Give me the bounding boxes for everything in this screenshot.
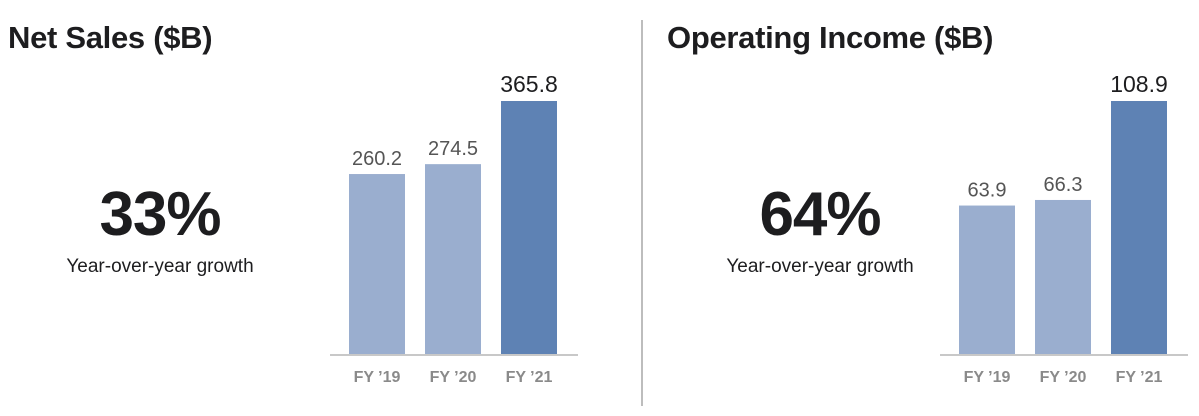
net-sales-value-label-3: 365.8	[500, 71, 558, 97]
operating-income-growth-percent: 64%	[759, 180, 881, 249]
net-sales-title: Net Sales ($B)	[8, 20, 213, 55]
net-sales-value-label-2: 274.5	[428, 138, 478, 160]
net-sales-bar-2	[425, 164, 481, 354]
operating-income-tick-label-2: FY ’20	[1040, 369, 1087, 386]
operating-income-panel: Operating Income ($B) 64% Year-over-year…	[645, 0, 1199, 416]
operating-income-bar-2	[1035, 199, 1091, 354]
operating-income-value-label-1: 63.9	[968, 180, 1007, 202]
operating-income-tick-label-1: FY ’19	[964, 369, 1011, 386]
net-sales-tick-label-2: FY ’20	[430, 369, 477, 386]
operating-income-bar-1	[959, 205, 1015, 354]
operating-income-bar-3	[1111, 101, 1167, 354]
operating-income-bar-chart: 63.9 FY ’19 66.3 FY ’20 108.9 FY ’21	[940, 71, 1188, 386]
net-sales-tick-label-1: FY ’19	[354, 369, 401, 386]
operating-income-value-label-3: 108.9	[1110, 71, 1168, 97]
panel-divider	[641, 20, 643, 406]
net-sales-bar-chart: 260.2 FY ’19 274.5 FY ’20 365.8 FY ’21	[330, 71, 578, 386]
net-sales-panel: Net Sales ($B) 33% Year-over-year growth	[8, 20, 254, 277]
net-sales-growth-label: Year-over-year growth	[66, 256, 254, 277]
net-sales-bar-3	[501, 101, 557, 354]
operating-income-value-label-2: 66.3	[1044, 174, 1083, 196]
operating-income-growth-label: Year-over-year growth	[726, 256, 914, 277]
operating-income-title: Operating Income ($B)	[667, 20, 994, 55]
net-sales-value-label-1: 260.2	[352, 148, 402, 170]
net-sales-tick-label-3: FY ’21	[506, 369, 553, 386]
net-sales-growth-percent: 33%	[99, 180, 221, 249]
net-sales-bar-1	[349, 174, 405, 354]
operating-income-tick-label-3: FY ’21	[1116, 369, 1163, 386]
